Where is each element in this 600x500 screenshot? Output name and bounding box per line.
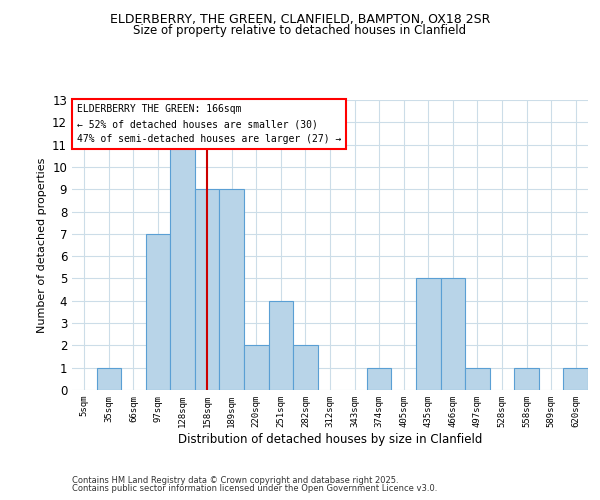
Bar bbox=[367, 368, 391, 390]
Y-axis label: Number of detached properties: Number of detached properties bbox=[37, 158, 47, 332]
Bar bbox=[465, 368, 490, 390]
Bar bbox=[220, 189, 244, 390]
Text: Size of property relative to detached houses in Clanfield: Size of property relative to detached ho… bbox=[133, 24, 467, 37]
Bar bbox=[416, 278, 440, 390]
Bar bbox=[514, 368, 539, 390]
Text: ELDERBERRY, THE GREEN, CLANFIELD, BAMPTON, OX18 2SR: ELDERBERRY, THE GREEN, CLANFIELD, BAMPTO… bbox=[110, 12, 490, 26]
Bar bbox=[563, 368, 588, 390]
Bar bbox=[170, 144, 195, 390]
Bar bbox=[97, 368, 121, 390]
Text: ELDERBERRY THE GREEN: 166sqm
← 52% of detached houses are smaller (30)
47% of se: ELDERBERRY THE GREEN: 166sqm ← 52% of de… bbox=[77, 104, 341, 144]
X-axis label: Distribution of detached houses by size in Clanfield: Distribution of detached houses by size … bbox=[178, 432, 482, 446]
Bar bbox=[293, 346, 318, 390]
Bar bbox=[269, 301, 293, 390]
Text: Contains public sector information licensed under the Open Government Licence v3: Contains public sector information licen… bbox=[72, 484, 437, 493]
Bar bbox=[244, 346, 269, 390]
Bar bbox=[440, 278, 465, 390]
Text: Contains HM Land Registry data © Crown copyright and database right 2025.: Contains HM Land Registry data © Crown c… bbox=[72, 476, 398, 485]
Bar bbox=[195, 189, 220, 390]
Bar bbox=[146, 234, 170, 390]
